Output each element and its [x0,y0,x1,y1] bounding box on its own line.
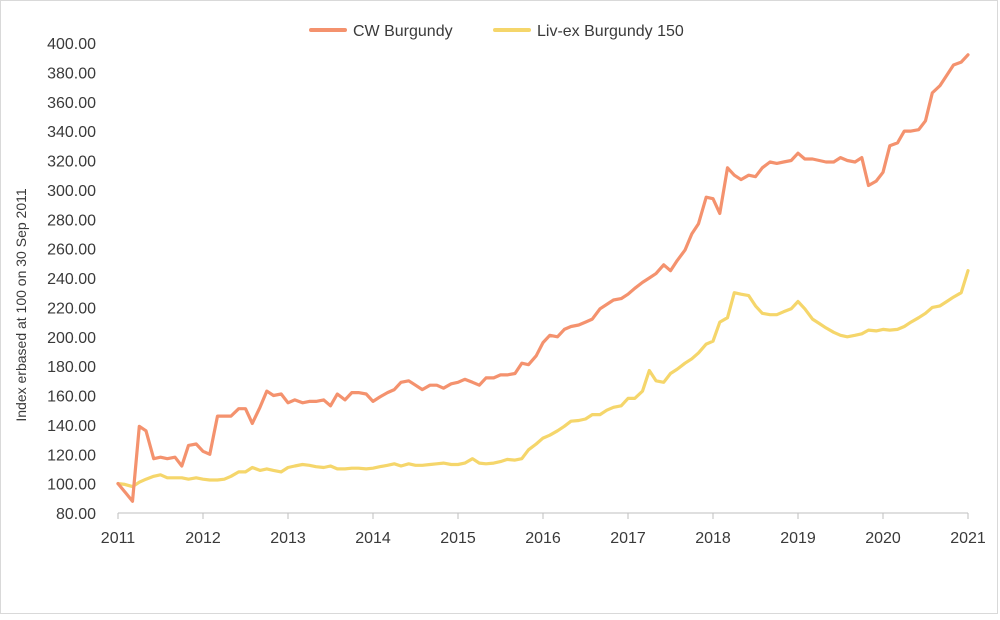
y-tick-label-11: 300.00 [47,183,96,200]
series-lines [116,53,970,503]
legend: CW Burgundy Liv-ex Burgundy 150 [309,23,684,40]
y-tick-label-10: 280.00 [47,212,96,229]
legend-label-cw-burgundy: CW Burgundy [353,23,453,40]
x-tick-label-2: 2013 [270,530,306,547]
y-tick-label-5: 180.00 [47,359,96,376]
y-tick-label-6: 200.00 [47,330,96,347]
x-tick-label-10: 2021 [950,530,986,547]
x-tick-label-3: 2014 [355,530,391,547]
y-tick-label-0: 80.00 [56,506,96,523]
y-tick-label-13: 340.00 [47,124,96,141]
x-tick-label-5: 2016 [525,530,561,547]
y-tick-label-7: 220.00 [47,300,96,317]
series-line-liv-ex-burgundy-150 [116,269,970,489]
series-line-cw-burgundy [116,53,970,503]
x-tick-label-7: 2018 [695,530,731,547]
x-tick-label-8: 2019 [780,530,816,547]
x-tick-label-1: 2012 [185,530,221,547]
x-tick-label-0: 2011 [101,530,136,547]
y-tick-label-12: 320.00 [47,154,96,171]
x-tick-label-4: 2015 [440,530,476,547]
legend-label-liv-ex-burgundy-150: Liv-ex Burgundy 150 [537,23,684,40]
y-axis-label: Index erbased at 100 on 30 Sep 2011 [13,188,29,421]
y-tick-label-1: 100.00 [47,477,96,494]
y-axis-ticks: 80.00 100.00 120.00 140.00 160.00 180.00 200.0… [47,36,96,523]
y-tick-label-16: 400.00 [47,36,96,53]
y-tick-label-15: 380.00 [47,65,96,82]
y-tick-label-3: 140.00 [47,418,96,435]
y-tick-label-4: 160.00 [47,389,96,406]
y-tick-label-14: 360.00 [47,95,96,112]
y-tick-label-9: 260.00 [47,242,96,259]
x-tick-label-6: 2017 [610,530,646,547]
y-tick-label-8: 240.00 [47,271,96,288]
x-axis-ticks: 2011 2012 2013 2014 2015 2016 2017 2018 2019 2020… [101,513,986,547]
y-tick-label-2: 120.00 [47,447,96,464]
x-tick-label-9: 2020 [865,530,901,547]
